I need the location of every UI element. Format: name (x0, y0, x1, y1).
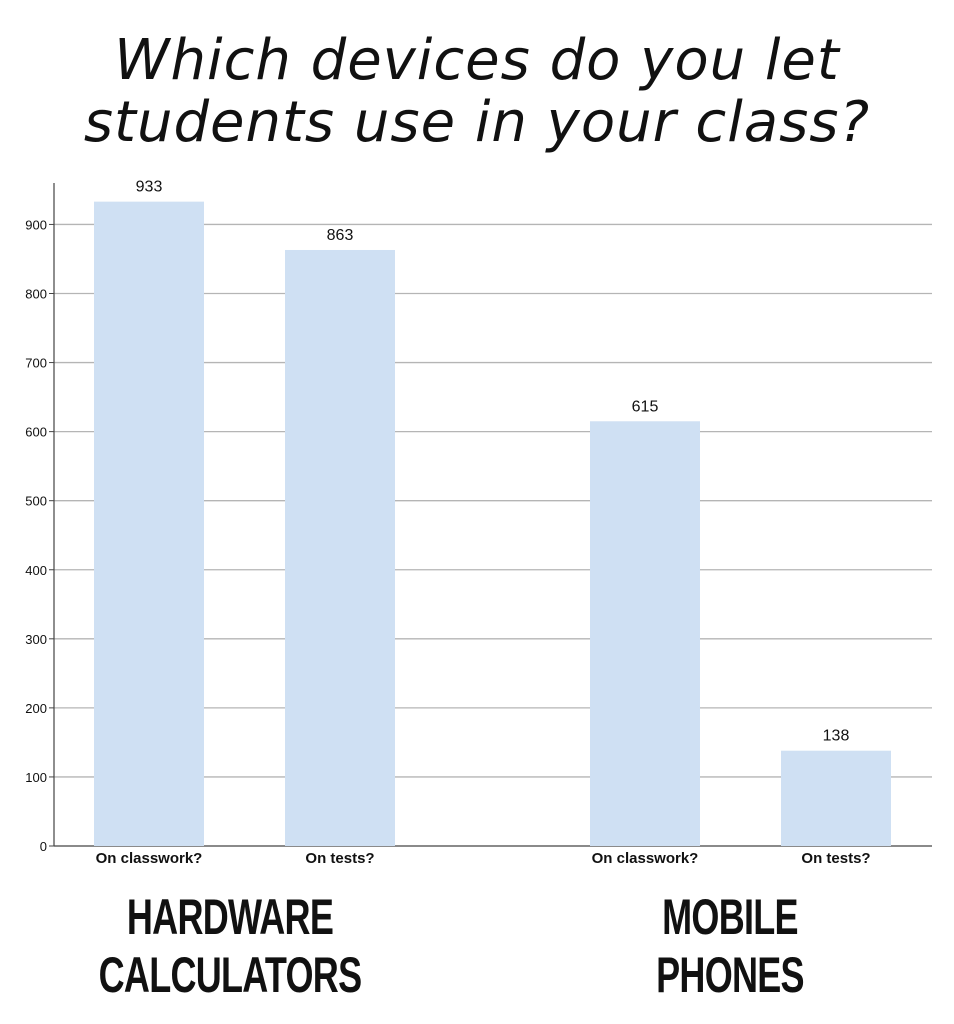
y-tick-label: 600 (25, 425, 47, 440)
x-category-label: On tests? (305, 850, 374, 867)
x-category-label: On tests? (801, 850, 870, 867)
y-tick-label: 0 (40, 839, 47, 854)
y-tick-label: 800 (25, 287, 47, 302)
y-tick-label: 500 (25, 494, 47, 509)
data-labels: 933 863 615 138 (136, 179, 850, 745)
x-category-label: On classwork? (592, 850, 699, 867)
group-label-mobile-phones: MOBILE PHONES (656, 889, 804, 1003)
data-label: 615 (632, 398, 659, 415)
bar (590, 421, 700, 846)
data-label: 138 (823, 728, 850, 745)
y-tick-label: 100 (25, 770, 47, 785)
y-tick-label: 400 (25, 563, 47, 578)
y-tick-label: 300 (25, 632, 47, 647)
bar (94, 201, 204, 847)
group-label-hardware-calculators: HARDWARE CALCULATORS (98, 889, 362, 1003)
y-tick-label: 200 (25, 701, 47, 716)
x-axis-category-labels: On classwork? On tests? On classwork? On te… (96, 850, 871, 867)
bar (781, 750, 891, 846)
bars (94, 201, 891, 847)
bar (285, 249, 395, 847)
y-axis-tick-labels: 0 100 200 300 400 500 600 700 800 900 (25, 217, 47, 854)
y-tick-label: 700 (25, 356, 47, 371)
x-category-label: On classwork? (96, 850, 203, 867)
data-label: 863 (327, 227, 354, 244)
chart-title: Which devices do you let students use in… (83, 28, 871, 155)
data-label: 933 (136, 179, 163, 196)
y-tick-label: 900 (25, 217, 47, 232)
